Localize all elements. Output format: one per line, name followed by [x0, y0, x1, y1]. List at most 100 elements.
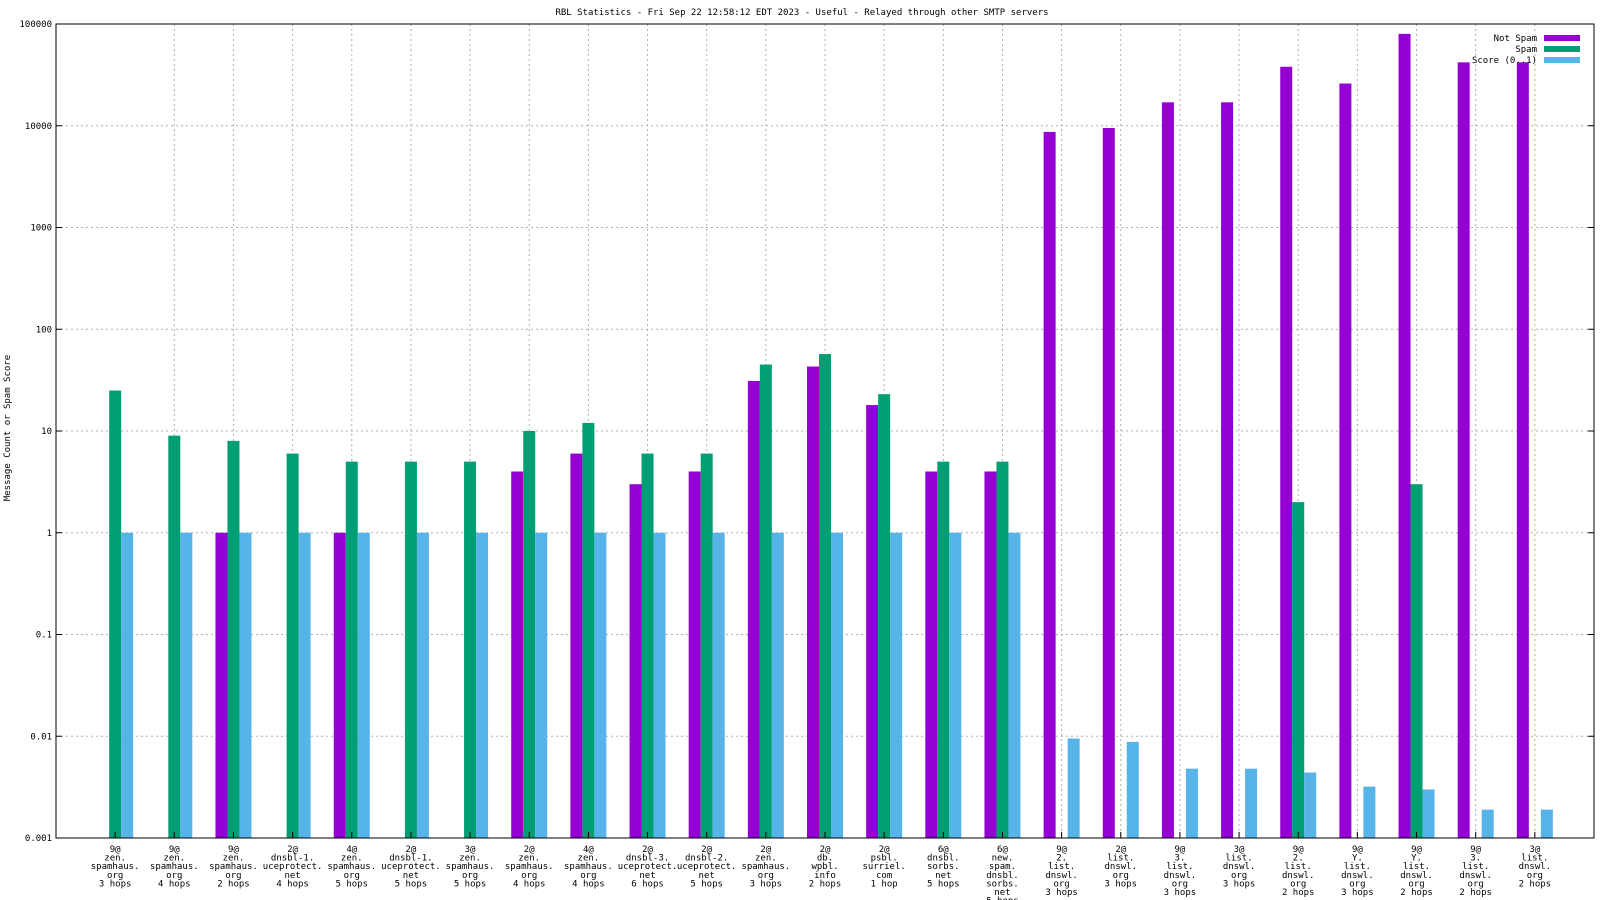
x-tick-label-line: net: [699, 871, 715, 881]
x-tick-label-line: 4@: [583, 845, 594, 855]
x-tick-label-line: org: [1172, 879, 1188, 889]
bar-not-spam: [866, 405, 879, 838]
bar-not-spam: [747, 381, 760, 838]
x-tick-label-line: org: [344, 871, 360, 881]
x-tick-label-line: list.: [1521, 854, 1548, 864]
legend-swatch: [1544, 35, 1580, 41]
x-tick-label-line: list.: [1462, 862, 1489, 872]
x-tick-label-line: org: [1468, 879, 1484, 889]
x-tick-label-line: 3 hops: [99, 879, 132, 889]
bar-spam: [464, 461, 477, 838]
bar-not-spam: [925, 471, 938, 838]
x-tick-label-line: 2 hops: [1519, 879, 1552, 889]
x-tick-label: 9@ zen. spamhaus. org 3 hops: [91, 845, 140, 889]
x-tick-label-line: new.: [992, 854, 1014, 864]
x-tick-label-line: uceprotect.: [263, 862, 323, 872]
bar-spam: [996, 461, 1009, 838]
x-tick-label-line: uceprotect.: [381, 862, 441, 872]
bar-spam: [759, 364, 772, 838]
x-tick-label-line: 5 hops: [336, 879, 369, 889]
bar-spam: [878, 394, 891, 838]
bar-not-spam: [215, 532, 228, 838]
x-tick-label: 9@ 2. list. dnswl. org 2 hops: [1282, 845, 1315, 898]
x-tick-label-line: db.: [817, 854, 833, 864]
bar-not-spam: [629, 484, 642, 838]
x-tick-label-line: 5 hops: [395, 879, 428, 889]
x-tick-label-line: org: [521, 871, 537, 881]
y-tick-label: 100000: [19, 20, 52, 30]
x-tick-label-line: org: [225, 871, 241, 881]
bar-not-spam: [807, 366, 819, 838]
bar-spam: [109, 390, 122, 838]
x-tick-label-line: 2 hops: [1282, 888, 1315, 898]
x-tick-label-line: surriel.: [862, 862, 905, 872]
x-tick-label-line: net: [639, 871, 655, 881]
x-tick-label-line: Y.: [1411, 854, 1422, 864]
bar-not-spam: [1280, 66, 1293, 838]
x-tick-label: 2@ db. wpbl. info 2 hops: [809, 845, 842, 889]
x-tick-label-line: zen.: [104, 854, 126, 864]
x-tick-label: 9@ 3. list. dnswl. org 3 hops: [1164, 845, 1197, 898]
x-tick-label-line: list.: [1226, 854, 1253, 864]
bar-score-0-1-: [594, 532, 607, 838]
x-tick-label-line: psbl.: [871, 854, 898, 864]
x-tick-label: 9@ 3. list. dnswl. org 2 hops: [1459, 845, 1492, 898]
bar-score-0-1-: [476, 532, 489, 838]
x-tick-label-line: spamhaus.: [564, 862, 613, 872]
bar-score-0-1-: [298, 532, 311, 838]
x-tick-label-line: net: [403, 871, 419, 881]
y-tick-label: 10: [41, 427, 52, 437]
bar-score-0-1-: [1245, 768, 1258, 838]
bar-score-0-1-: [535, 532, 548, 838]
x-tick-label: 9@ Y. list. dnswl. org 3 hops: [1341, 845, 1374, 898]
bar-spam: [345, 461, 358, 838]
legend-swatch: [1544, 46, 1580, 52]
x-tick-label-line: 9@: [1056, 845, 1067, 855]
x-tick-label: 2@ dnsbl-2. uceprotect. net 5 hops: [677, 845, 737, 889]
x-tick-label-line: zen.: [755, 854, 777, 864]
x-tick-label-line: zen.: [163, 854, 185, 864]
x-tick-label-line: list.: [1403, 862, 1430, 872]
x-tick-label-line: uceprotect.: [618, 862, 678, 872]
x-tick-label-line: 2 hops: [1400, 888, 1433, 898]
x-tick-label-line: 2@: [406, 845, 417, 855]
bar-not-spam: [1043, 131, 1056, 838]
x-tick-label-line: zen.: [578, 854, 600, 864]
x-tick-label-line: org: [1113, 871, 1129, 881]
x-tick-label-line: spamhaus.: [446, 862, 495, 872]
x-tick-label: 4@ zen. spamhaus. org 4 hops: [564, 845, 613, 889]
x-tick-label-line: 2@: [1115, 845, 1126, 855]
x-tick-label-line: zen.: [518, 854, 540, 864]
x-tick-label-line: dnsbl.: [986, 871, 1019, 881]
y-tick-label: 0.01: [30, 732, 52, 742]
x-tick-label-line: sorbs.: [927, 862, 960, 872]
bar-score-0-1-: [949, 532, 962, 838]
bar-spam: [1292, 502, 1305, 838]
x-tick-label-line: dnswl.: [1459, 871, 1492, 881]
y-tick-label: 1: [47, 529, 52, 539]
x-tick-label-line: 2 hops: [1459, 888, 1492, 898]
x-tick-label-line: spam.: [989, 862, 1016, 872]
x-tick-label-line: 9@: [1352, 845, 1363, 855]
x-tick-label-line: org: [462, 871, 478, 881]
x-tick-label-line: spamhaus.: [741, 862, 790, 872]
x-tick-label-line: dnswl.: [1400, 871, 1433, 881]
plot-frame: [55, 23, 1595, 839]
bar-spam: [819, 354, 831, 838]
bar-spam: [168, 435, 181, 838]
x-tick-label: 9@ 2. list. dnswl. org 3 hops: [1045, 845, 1078, 898]
x-tick-label-line: 9@: [1411, 845, 1422, 855]
x-tick-label-line: net: [935, 871, 951, 881]
bar-spam: [1410, 484, 1423, 838]
x-tick-label: 3@ list. dnswl. org 2 hops: [1519, 845, 1552, 889]
x-tick-label: 2@ dnsbl-3. uceprotect. net 6 hops: [618, 845, 678, 889]
x-tick-label: 6@ dnsbl. sorbs. net 5 hops: [927, 845, 960, 889]
bar-score-0-1-: [239, 532, 252, 838]
x-tick-label-line: dnswl.: [1223, 862, 1256, 872]
x-tick-label: 2@ dnsbl-1. uceprotect. net 4 hops: [263, 845, 323, 889]
x-tick-label-line: dnswl.: [1519, 862, 1552, 872]
x-tick-label-line: 9@: [1293, 845, 1304, 855]
x-tick-label-line: 6 hops: [631, 879, 664, 889]
x-tick-label-line: 4 hops: [572, 879, 605, 889]
